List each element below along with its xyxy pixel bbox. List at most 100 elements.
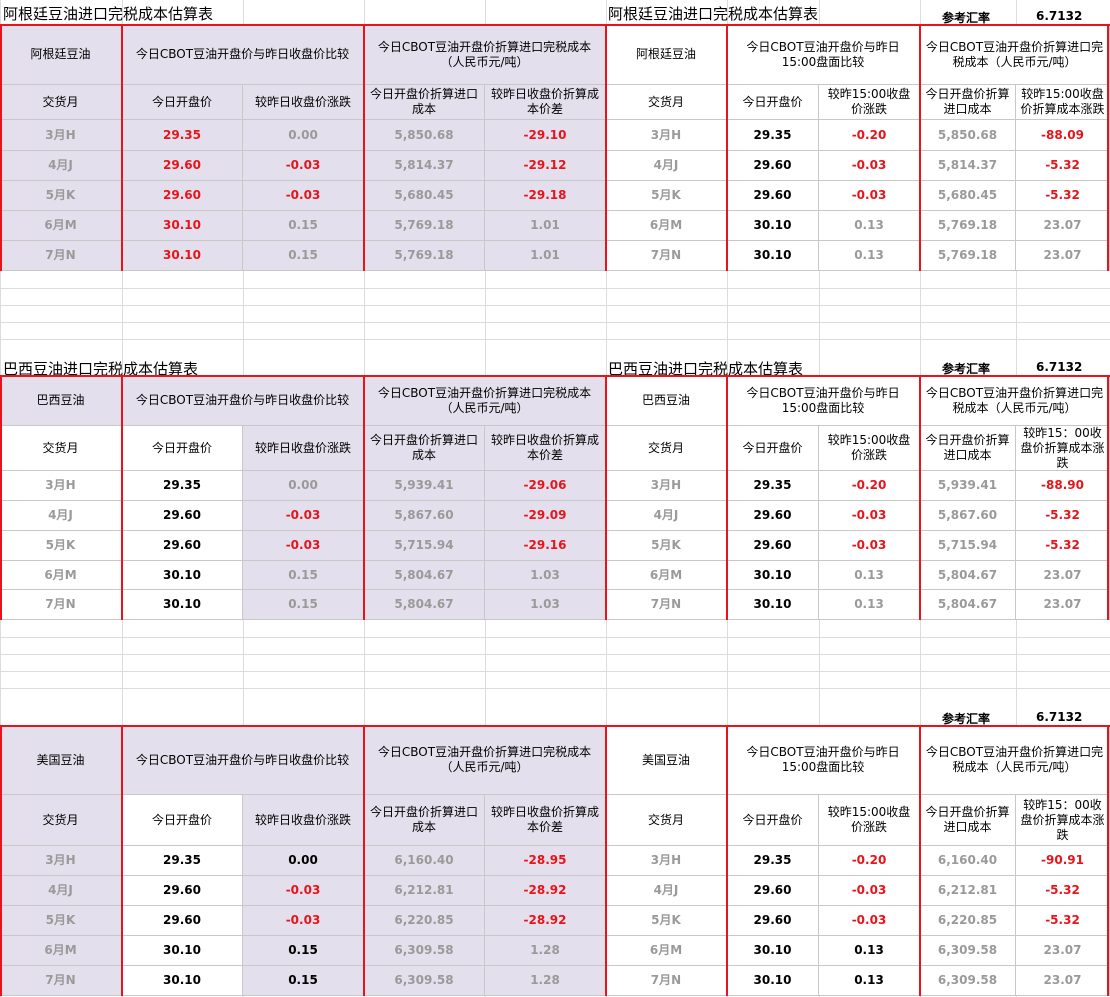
data-cell: 5,939.41 <box>364 471 485 501</box>
subheader-cell: 较昨15:00收盘价折算成本涨跌 <box>1016 85 1110 120</box>
header-cell: 阿根廷豆油 <box>0 25 122 85</box>
header-cell: 今日CBOT豆油开盘价与昨日收盘价比较 <box>122 25 364 85</box>
table-border <box>363 726 365 996</box>
data-cell: 29.35 <box>122 120 243 151</box>
data-cell: 3月H <box>0 846 122 876</box>
table-border <box>605 25 607 271</box>
subheader-cell: 今日开盘价 <box>122 795 243 846</box>
data-cell: 30.10 <box>122 241 243 271</box>
data-cell: 0.13 <box>819 936 920 966</box>
subheader-cell: 今日开盘价 <box>122 85 243 120</box>
data-cell: 29.60 <box>122 876 243 906</box>
data-cell: 30.10 <box>727 936 819 966</box>
data-cell: 0.00 <box>243 120 364 151</box>
data-cell: -0.03 <box>243 151 364 181</box>
header-cell: 巴西豆油 <box>0 376 122 426</box>
data-cell: 5月K <box>0 531 122 561</box>
data-cell: -5.32 <box>1016 501 1110 531</box>
data-cell: 1.01 <box>485 211 606 241</box>
data-cell: 0.13 <box>819 211 920 241</box>
data-cell: -0.03 <box>819 906 920 936</box>
table-border <box>605 376 607 620</box>
data-cell: 23.07 <box>1016 966 1110 996</box>
data-cell: 23.07 <box>1016 211 1110 241</box>
data-cell: 5,814.37 <box>364 151 485 181</box>
data-cell: 23.07 <box>1016 590 1110 620</box>
section-title: 阿根廷豆油进口完税成本估算表 <box>3 5 214 23</box>
subheader-cell: 较昨日收盘价折算成本价差 <box>485 85 606 120</box>
subheader-cell: 较昨15:00收盘价涨跌 <box>819 426 920 471</box>
subheader-cell: 交货月 <box>0 795 122 846</box>
rate-label: 参考汇率 <box>942 712 991 726</box>
data-cell: 0.15 <box>243 561 364 590</box>
data-cell: 30.10 <box>122 966 243 996</box>
data-cell: 6月M <box>606 561 727 590</box>
table-border <box>121 726 123 996</box>
data-cell: 1.28 <box>485 936 606 966</box>
subheader-cell: 今日开盘价 <box>727 426 819 471</box>
data-cell: 23.07 <box>1016 561 1110 590</box>
data-cell: 0.00 <box>243 471 364 501</box>
data-cell: 6,160.40 <box>364 846 485 876</box>
data-cell: 0.15 <box>243 936 364 966</box>
data-cell: -90.91 <box>1016 846 1110 876</box>
subheader-cell: 交货月 <box>606 85 727 120</box>
data-cell: -0.03 <box>819 501 920 531</box>
data-cell: 29.35 <box>727 846 819 876</box>
data-cell: 30.10 <box>727 241 819 271</box>
data-cell: 5,850.68 <box>920 120 1016 151</box>
data-cell: -0.03 <box>243 906 364 936</box>
data-cell: 5,804.67 <box>364 590 485 620</box>
data-cell: 6,309.58 <box>364 966 485 996</box>
data-cell: -28.92 <box>485 906 606 936</box>
data-cell: 30.10 <box>122 211 243 241</box>
data-cell: 3月H <box>606 846 727 876</box>
section-title: 阿根廷豆油进口完税成本估算表 <box>608 5 819 23</box>
data-cell: 6,160.40 <box>920 846 1016 876</box>
data-cell: 30.10 <box>727 211 819 241</box>
data-cell: 5月K <box>606 531 727 561</box>
subheader-cell: 较昨15:00收盘价涨跌 <box>819 795 920 846</box>
data-cell: 1.03 <box>485 590 606 620</box>
table-border <box>0 25 2 271</box>
table-border <box>121 376 123 620</box>
rate-label: 参考汇率 <box>942 11 991 25</box>
data-cell: 29.60 <box>727 501 819 531</box>
data-cell: 29.60 <box>122 501 243 531</box>
data-cell: -28.95 <box>485 846 606 876</box>
table-border <box>1107 726 1109 996</box>
rate-value: 6.7132 <box>1036 9 1083 23</box>
subheader-cell: 交货月 <box>606 795 727 846</box>
data-cell: 0.15 <box>243 966 364 996</box>
table-border <box>121 25 123 271</box>
data-cell: 29.60 <box>727 531 819 561</box>
data-cell: 29.60 <box>122 531 243 561</box>
header-cell: 美国豆油 <box>0 726 122 795</box>
data-cell: -0.03 <box>819 181 920 211</box>
data-cell: 6月M <box>0 561 122 590</box>
data-cell: 5,804.67 <box>364 561 485 590</box>
data-cell: 5,715.94 <box>920 531 1016 561</box>
subheader-cell: 今日开盘价折算进口成本 <box>920 795 1016 846</box>
rate-value: 6.7132 <box>1036 360 1083 374</box>
data-cell: -0.03 <box>243 501 364 531</box>
header-cell: 今日CBOT豆油开盘价与昨日收盘价比较 <box>122 376 364 426</box>
data-cell: 30.10 <box>727 966 819 996</box>
data-cell: 29.60 <box>122 181 243 211</box>
header-cell: 今日CBOT豆油开盘价折算进口完税成本（人民币元/吨） <box>364 25 606 85</box>
data-cell: 29.35 <box>727 120 819 151</box>
table-border <box>0 726 2 996</box>
data-cell: 4月J <box>606 151 727 181</box>
subheader-cell: 今日开盘价 <box>727 795 819 846</box>
data-cell: 23.07 <box>1016 936 1110 966</box>
grid-line <box>0 654 1110 655</box>
data-cell: 29.60 <box>727 181 819 211</box>
data-cell: 0.13 <box>819 966 920 996</box>
data-cell: 5,804.67 <box>920 561 1016 590</box>
header-cell: 今日CBOT豆油开盘价折算进口完税成本（人民币元/吨） <box>920 376 1110 426</box>
data-cell: 4月J <box>0 876 122 906</box>
subheader-cell: 今日开盘价折算进口成本 <box>364 795 485 846</box>
data-cell: -29.18 <box>485 181 606 211</box>
table-border <box>919 25 921 271</box>
